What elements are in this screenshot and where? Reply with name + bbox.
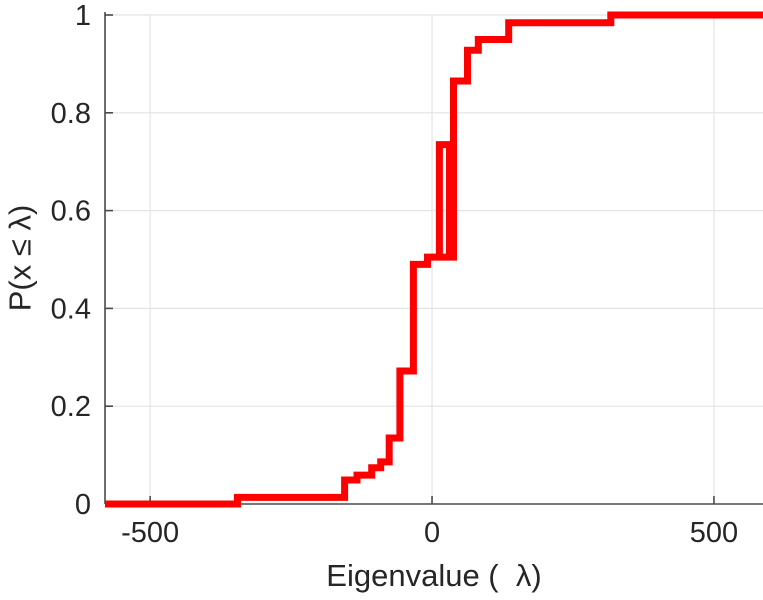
x-tick-label: -500	[121, 517, 179, 549]
y-axis-label: P(x ≤ λ)	[2, 204, 38, 312]
y-tick-label: 1	[75, 0, 91, 32]
tick-labels: -500 0 500 0 0.2 0.4 0.6 0.8 1	[51, 0, 738, 549]
y-tick-label: 0	[75, 489, 91, 521]
gridlines	[105, 14, 763, 504]
y-tick-label: 0.6	[51, 196, 91, 228]
y-tick-label: 0.2	[51, 391, 91, 423]
x-tick-label: 0	[424, 517, 440, 549]
cdf-stairs-line	[105, 11, 763, 508]
y-tick-label: 0.8	[51, 98, 91, 130]
y-tick-label: 0.4	[51, 293, 91, 325]
x-axis-label: Eigenvalue ( λ)	[326, 558, 542, 593]
x-tick-label: 500	[690, 517, 738, 549]
